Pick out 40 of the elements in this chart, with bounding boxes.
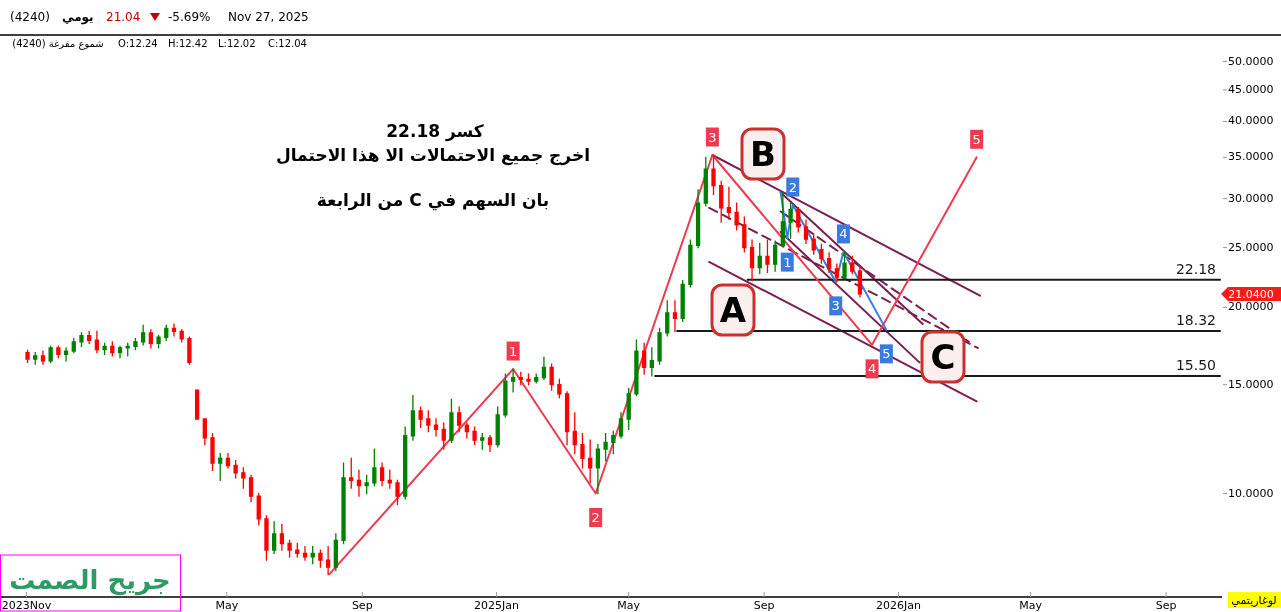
text: -5.69% [168,10,211,24]
annotation: O:12.24 [118,38,158,49]
x-tick-label: May [1019,599,1043,612]
x-tick-label: May [617,599,641,612]
series-label: 22.18 [1175,260,1216,277]
annotation: شموع مفرغة (4240) [12,38,104,50]
text: يومي [62,10,94,25]
text: (4240) [10,10,50,24]
y-tick-label: 10.0000 [1228,486,1274,500]
y-tick-label: 35.0000 [1228,150,1274,164]
text: 21.0400 [1228,287,1274,301]
y-tick-label: 40.0000 [1228,114,1274,128]
x-tick-label: Sep [351,599,373,612]
series-label: 15.50 [1175,356,1216,373]
annotation: C [930,337,956,377]
y-tick-label: 15.0000 [1228,377,1274,391]
x-tick-label: Sep [1155,599,1177,612]
y-tick-label: 20.0000 [1228,300,1274,314]
annotation: B [750,134,776,174]
y-tick-label: 25.0000 [1228,240,1274,254]
annotation: A [719,290,747,330]
annotation: كسر 22.18 [386,121,484,142]
text: 21.04 [106,10,141,24]
y-tick-label: 50.0000 [1228,54,1274,68]
y-tick-label: 45.0000 [1228,82,1274,96]
y-tick-label: 30.0000 [1228,191,1274,205]
annotation: H:12.42 [168,38,208,49]
text: لوغاريتمي [1231,594,1277,607]
annotation: بان السهم في C من الرابعة [316,190,550,211]
x-tick-label: May [215,599,239,612]
x-tick-label: 2026Jan [876,599,921,612]
x-tick-label: 2023Nov [1,599,52,612]
annotation: C:12.04 [268,38,307,49]
annotation: جريح الصمت [9,565,171,596]
series-label: 18.32 [1175,312,1216,329]
x-tick-label: 2025Jan [474,599,520,612]
annotation: L:12.02 [218,38,256,49]
text: Nov 27, 2025 [228,10,309,24]
x-tick-label: Sep [753,599,775,612]
annotation: اخرج جميع الاحتمالات الا هذا الاحتمال [275,145,591,166]
